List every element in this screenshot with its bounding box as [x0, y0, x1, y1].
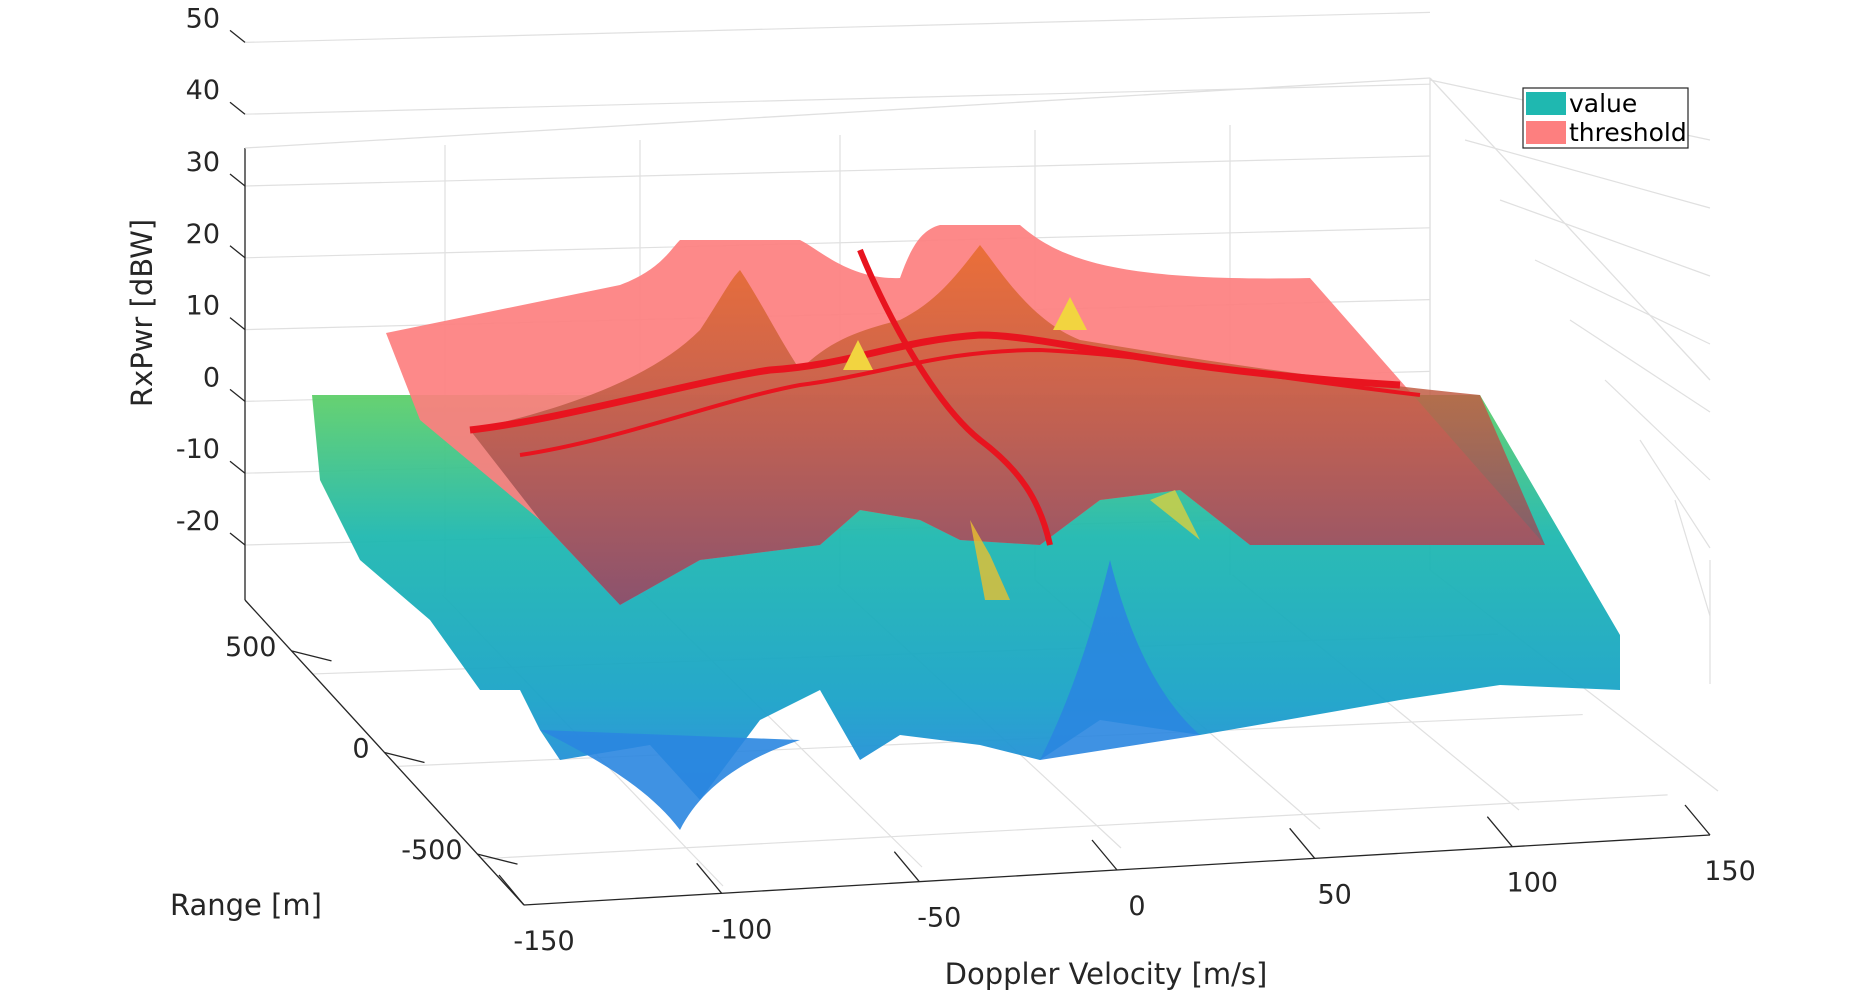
- x-tick-label: 0: [1128, 891, 1145, 922]
- x-tick-mark: [1091, 839, 1118, 871]
- grid-line-side: [1569, 319, 1711, 413]
- z-tick-mark: [229, 101, 246, 115]
- legend-label-value: value: [1569, 89, 1637, 118]
- legend-label-threshold: threshold: [1569, 118, 1687, 147]
- x-tick-mark: [498, 874, 525, 906]
- x-tick-label: 50: [1317, 879, 1351, 910]
- grid-line-side: [1604, 379, 1711, 481]
- z-tick-label: 0: [203, 362, 220, 393]
- x-tick-mark: [893, 851, 920, 883]
- legend-swatch-threshold: [1526, 121, 1566, 144]
- grid-line-side: [1639, 439, 1711, 549]
- y-tick-mark: [291, 650, 332, 662]
- x-axis-label: Doppler Velocity [m/s]: [945, 957, 1268, 991]
- legend-swatch-value: [1526, 92, 1566, 115]
- grid-line-side: [1674, 499, 1711, 617]
- y-tick-mark: [477, 853, 518, 865]
- z-tick-mark: [229, 460, 246, 474]
- threshold-surface: [386, 225, 1545, 605]
- z-tick-mark: [229, 29, 246, 43]
- grid-line-side: [1534, 259, 1711, 345]
- grid-line-z: [244, 155, 1431, 187]
- z-tick-label: -20: [176, 506, 220, 537]
- x-tick-mark: [696, 862, 723, 894]
- z-tick-mark: [229, 388, 246, 402]
- y-tick-label: 500: [225, 632, 277, 663]
- value-peaks: [843, 297, 1200, 600]
- y-tick-label: 0: [352, 734, 369, 765]
- grid-line-z: [244, 11, 1431, 43]
- z-tick-label: 40: [186, 75, 220, 106]
- grid-line-side: [1499, 199, 1711, 277]
- z-tick-label: 10: [186, 291, 220, 322]
- grid-line-side: [1464, 139, 1711, 209]
- x-tick-label: -100: [711, 914, 772, 945]
- x-tick-mark: [1486, 816, 1513, 848]
- x-tick-label: 100: [1507, 868, 1559, 899]
- z-axis-label: RxPwr [dBW]: [125, 219, 159, 407]
- grid-line-z: [244, 227, 1431, 259]
- z-tick-mark: [229, 245, 246, 259]
- x-tick-label: -50: [917, 903, 961, 934]
- x-tick-labels: -150 -100 -50 0 50 100 150: [498, 804, 1756, 957]
- z-tick-mark: [229, 173, 246, 187]
- legend: value threshold: [1522, 87, 1689, 149]
- y-tick-label: -500: [401, 835, 462, 866]
- z-tick-label: 50: [186, 3, 220, 34]
- z-tick-label: -10: [176, 434, 220, 465]
- z-tick-mark: [229, 317, 246, 331]
- z-tick-label: 30: [186, 147, 220, 178]
- x-tick-mark: [1684, 804, 1711, 836]
- y-tick-labels: -500 0 500: [225, 632, 518, 866]
- z-tick-mark: [229, 532, 246, 546]
- x-tick-label: -150: [513, 926, 574, 957]
- y-tick-mark: [384, 751, 425, 764]
- grid-line-y-floor: [481, 794, 1668, 860]
- x-tick-mark: [1289, 827, 1316, 859]
- y-axis-label: Range [m]: [170, 888, 322, 922]
- x-tick-label: 150: [1704, 856, 1756, 887]
- z-tick-labels: 50 40 30 20 10 0 -10 -20: [176, 3, 246, 546]
- z-tick-label: 20: [186, 219, 220, 250]
